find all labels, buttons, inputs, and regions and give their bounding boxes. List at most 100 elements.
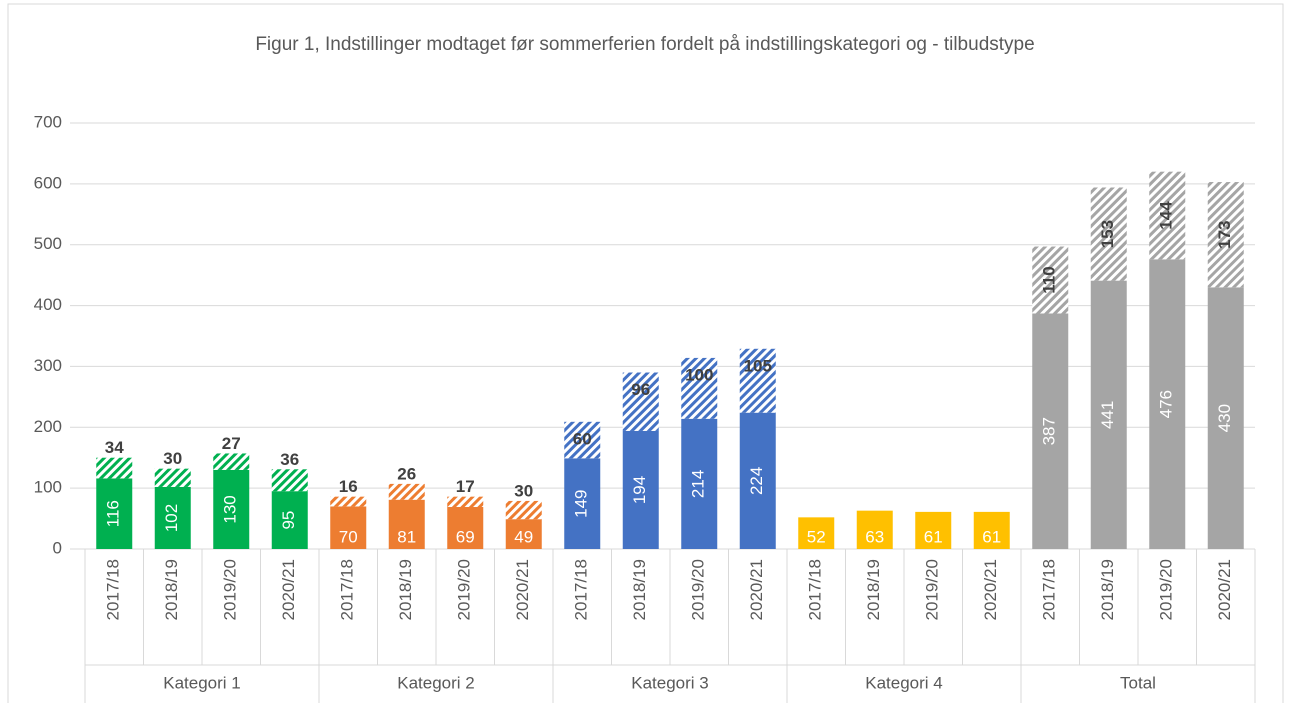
bar-segment <box>505 519 542 549</box>
y-tick-label: 0 <box>53 538 62 557</box>
value-label: 116 <box>104 500 123 527</box>
x-tick-label: 2018/19 <box>630 559 649 620</box>
bar-segment-hatched <box>681 357 718 419</box>
value-label-top: 17 <box>456 477 475 496</box>
x-tick-label: 2017/18 <box>572 559 591 620</box>
bar-segment-hatched <box>213 453 250 470</box>
x-tick-label: 2019/20 <box>221 559 240 620</box>
value-label: 224 <box>747 467 766 495</box>
bar-segment <box>973 511 1010 549</box>
group-label: Kategori 1 <box>163 673 241 692</box>
bar-segment <box>388 499 425 549</box>
bar-segment-hatched <box>388 483 425 500</box>
value-label: 61 <box>982 527 1001 546</box>
bar-segment <box>739 412 776 549</box>
bar-segment <box>1207 287 1244 549</box>
bar-segment <box>564 458 601 549</box>
value-label-top: 96 <box>631 380 650 399</box>
y-tick-label: 200 <box>34 417 62 436</box>
bar-segment-hatched <box>271 469 308 492</box>
y-tick-label: 100 <box>34 478 62 497</box>
y-tick-label: 400 <box>34 295 62 314</box>
y-tick-label: 700 <box>34 112 62 131</box>
x-tick-label: 2020/21 <box>279 559 298 620</box>
value-label: 441 <box>1098 401 1117 429</box>
value-label: 149 <box>572 489 591 517</box>
x-tick-label: 2020/21 <box>981 559 1000 620</box>
chart-title: Figur 1, Indstillinger modtaget før somm… <box>255 34 1035 55</box>
bar-segment <box>1149 259 1186 549</box>
value-label-top: 60 <box>573 429 592 448</box>
value-label: 387 <box>1040 417 1059 445</box>
x-tick-label: 2019/20 <box>1157 559 1176 620</box>
bar-segment <box>154 486 191 549</box>
x-tick-label: 2019/20 <box>689 559 708 620</box>
bar-segment <box>96 478 133 549</box>
value-label: 95 <box>279 511 298 530</box>
bar-segment-hatched <box>739 348 776 413</box>
value-label: 81 <box>397 527 416 546</box>
value-label: 476 <box>1157 390 1176 418</box>
x-tick-label: 2017/18 <box>104 559 123 620</box>
bar-segment <box>1032 313 1069 549</box>
bar-segment-hatched <box>505 500 542 520</box>
group-label: Kategori 4 <box>865 673 943 692</box>
value-label-top: 27 <box>222 434 241 453</box>
value-label-top: 34 <box>105 438 124 457</box>
bar-segment-hatched <box>1032 246 1069 314</box>
value-label: 70 <box>339 527 358 546</box>
value-label: 194 <box>630 476 649 504</box>
value-label-top: 153 <box>1098 220 1117 248</box>
bar-segment <box>798 517 835 549</box>
x-tick-label: 2019/20 <box>923 559 942 620</box>
bar-segment <box>856 510 893 549</box>
x-tick-label: 2018/19 <box>162 559 181 620</box>
bar-segment-hatched <box>330 496 367 507</box>
value-label: 49 <box>514 527 533 546</box>
bar-segment <box>271 491 308 549</box>
bar-segment-hatched <box>447 496 484 508</box>
bar-segment-hatched <box>1149 171 1186 260</box>
value-label-top: 30 <box>163 449 182 468</box>
chart-border <box>7 3 1284 703</box>
x-tick-label: 2020/21 <box>747 559 766 620</box>
value-label-top: 30 <box>514 481 533 500</box>
value-label: 214 <box>689 470 708 498</box>
bar-segment-hatched <box>1090 187 1127 281</box>
bar-segment-hatched <box>564 421 601 459</box>
x-tick-label: 2020/21 <box>1215 559 1234 620</box>
value-label: 52 <box>807 527 826 546</box>
x-tick-label: 2018/19 <box>396 559 415 620</box>
bar-segment-hatched <box>622 372 659 431</box>
bar-segment-hatched <box>96 457 133 479</box>
value-label-top: 144 <box>1157 201 1176 230</box>
x-tick-label: 2018/19 <box>864 559 883 620</box>
value-label-top: 105 <box>744 356 772 375</box>
bar-segment-hatched <box>1207 182 1244 288</box>
bar-segment <box>447 507 484 549</box>
value-label: 430 <box>1215 404 1234 432</box>
group-label: Kategori 2 <box>397 673 475 692</box>
x-tick-label: 2017/18 <box>338 559 357 620</box>
value-label-top: 26 <box>397 464 416 483</box>
x-tick-label: 2020/21 <box>513 559 532 620</box>
x-tick-label: 2017/18 <box>806 559 825 620</box>
x-tick-label: 2017/18 <box>1040 559 1059 620</box>
bar-segment <box>213 469 250 549</box>
bar-segment-hatched <box>154 468 191 487</box>
x-tick-label: 2019/20 <box>455 559 474 620</box>
value-label: 102 <box>162 504 181 532</box>
value-label-top: 100 <box>685 365 713 384</box>
bar-segment <box>622 430 659 549</box>
value-label: 69 <box>456 527 475 546</box>
value-label-top: 36 <box>280 450 299 469</box>
y-tick-label: 300 <box>34 356 62 375</box>
value-label: 63 <box>865 527 884 546</box>
x-tick-label: 2018/19 <box>1098 559 1117 620</box>
bar-segment <box>681 418 718 549</box>
value-label: 130 <box>221 495 240 523</box>
bar-segment <box>915 511 952 549</box>
group-label: Total <box>1120 673 1156 692</box>
